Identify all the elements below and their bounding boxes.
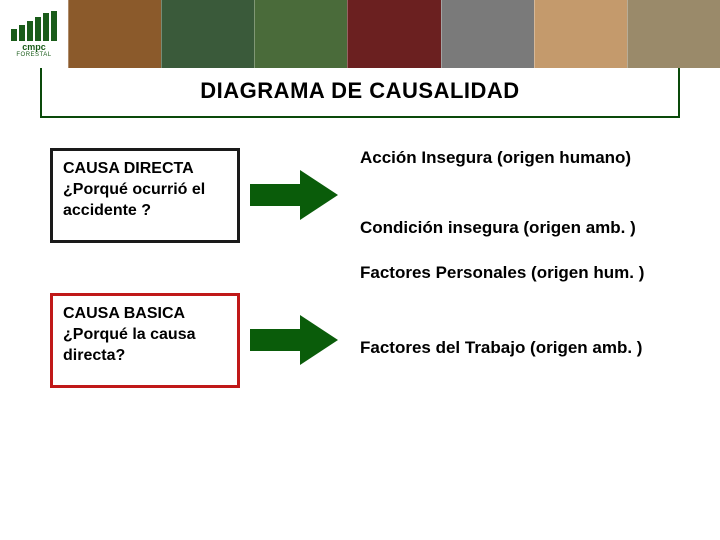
cause-question: ¿Porqué la causa directa? <box>63 325 227 367</box>
cause-box-direct: CAUSA DIRECTA ¿Porqué ocurrió el acciden… <box>50 148 240 243</box>
outcome-text: Factores Personales (origen hum. ) <box>360 263 690 283</box>
outcomes-basic: Factores Personales (origen hum. ) Facto… <box>350 263 690 359</box>
banner-img <box>627 0 720 68</box>
cause-title: CAUSA BASICA <box>63 304 227 325</box>
cause-box-basic: CAUSA BASICA ¿Porqué la causa directa? <box>50 293 240 388</box>
logo-sub: FORESTAL <box>16 52 51 58</box>
page-title: DIAGRAMA DE CAUSALIDAD <box>42 78 678 104</box>
outcomes-direct: Acción Insegura (origen humano) Condició… <box>350 148 690 239</box>
banner-img <box>441 0 534 68</box>
cause-row-direct: CAUSA DIRECTA ¿Porqué ocurrió el acciden… <box>50 148 690 243</box>
banner-img <box>161 0 254 68</box>
banner-img <box>534 0 627 68</box>
cause-title: CAUSA DIRECTA <box>63 159 227 180</box>
banner-images <box>68 0 720 68</box>
outcome-text: Condición insegura (origen amb. ) <box>360 218 690 238</box>
logo-brand: cmpc <box>22 43 46 52</box>
arrow-cell <box>240 148 350 223</box>
outcome-text: Acción Insegura (origen humano) <box>360 148 690 168</box>
arrow-icon <box>250 168 340 223</box>
diagram-content: CAUSA DIRECTA ¿Porqué ocurrió el acciden… <box>0 118 720 388</box>
arrow-icon <box>250 313 340 368</box>
banner-img <box>254 0 347 68</box>
title-bar: DIAGRAMA DE CAUSALIDAD <box>40 68 680 118</box>
logo-bars-icon <box>11 11 57 41</box>
arrow-cell <box>240 293 350 368</box>
banner-img <box>68 0 161 68</box>
logo: cmpc FORESTAL <box>0 0 68 68</box>
banner-img <box>347 0 440 68</box>
header-banner: cmpc FORESTAL <box>0 0 720 68</box>
cause-question: ¿Porqué ocurrió el accidente ? <box>63 180 227 222</box>
outcome-text: Factores del Trabajo (origen amb. ) <box>360 338 690 358</box>
cause-row-basic: CAUSA BASICA ¿Porqué la causa directa? F… <box>50 293 690 388</box>
